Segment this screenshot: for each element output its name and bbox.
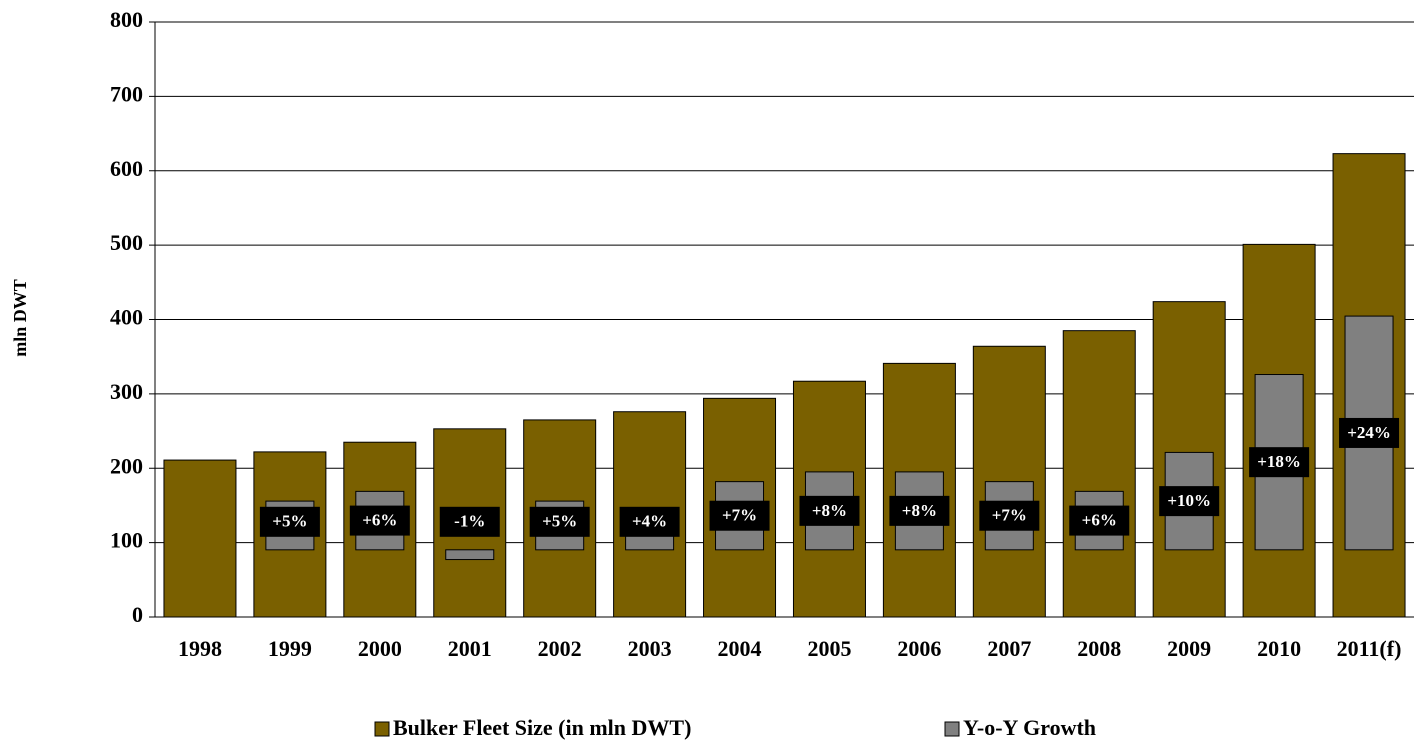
bar <box>1062 330 1136 618</box>
legend-label: Y-o-Y Growth <box>963 715 1096 740</box>
legend-swatch <box>944 721 960 737</box>
y-tick-label: 800 <box>110 7 143 32</box>
x-tick-label: 2002 <box>538 636 582 661</box>
value-label: +18% <box>1257 452 1301 471</box>
value-label: +8% <box>902 501 937 520</box>
y-tick-label: 500 <box>110 230 143 255</box>
x-tick-label: 2006 <box>897 636 941 661</box>
value-label-bg <box>349 505 410 536</box>
value-label-bg <box>1159 486 1220 517</box>
value-label: +6% <box>1082 510 1117 529</box>
y-tick-label: 100 <box>110 528 143 553</box>
value-label-bg <box>1069 505 1130 536</box>
x-tick-label: 2008 <box>1077 636 1121 661</box>
value-label: +8% <box>812 501 847 520</box>
x-tick-label: 2010 <box>1257 636 1301 661</box>
value-label: +24% <box>1347 423 1391 442</box>
y-tick-label: 300 <box>110 379 143 404</box>
value-label: -1% <box>454 512 485 531</box>
y-tick-label: 400 <box>110 305 143 330</box>
bar <box>163 459 237 618</box>
x-tick-label: 2009 <box>1167 636 1211 661</box>
y-tick-label: 700 <box>110 81 143 106</box>
value-label-bg <box>529 506 590 537</box>
y-tick-label: 200 <box>110 453 143 478</box>
value-label-bg <box>1249 447 1310 478</box>
x-tick-label: 2005 <box>807 636 851 661</box>
x-tick-label: 2011(f) <box>1337 636 1402 661</box>
value-label: +7% <box>722 506 757 525</box>
x-tick-label: 2007 <box>987 636 1031 661</box>
value-label: +5% <box>542 512 577 531</box>
value-label: +7% <box>992 506 1027 525</box>
growth-bar <box>445 549 495 561</box>
y-tick-label: 0 <box>132 602 143 627</box>
x-tick-label: 1998 <box>178 636 222 661</box>
value-label-bg <box>889 495 950 526</box>
legend-label: Bulker Fleet Size (in mln DWT) <box>393 715 691 740</box>
value-label-bg <box>709 500 770 531</box>
value-label-bg <box>619 506 680 537</box>
value-label-bg <box>799 495 860 526</box>
value-label: +6% <box>362 510 397 529</box>
value-label: +5% <box>272 512 307 531</box>
value-label-bg <box>1339 417 1400 448</box>
legend-swatch <box>374 721 390 737</box>
x-tick-label: 2000 <box>358 636 402 661</box>
value-label-bg <box>979 500 1040 531</box>
x-tick-label: 2001 <box>448 636 492 661</box>
value-label-bg <box>439 506 500 537</box>
x-tick-label: 2003 <box>628 636 672 661</box>
x-tick-label: 1999 <box>268 636 312 661</box>
y-tick-label: 600 <box>110 156 143 181</box>
value-label-bg <box>259 506 320 537</box>
y-axis-label: mln DWT <box>10 279 30 357</box>
value-label: +10% <box>1167 491 1211 510</box>
x-tick-label: 2004 <box>718 636 762 661</box>
value-label: +4% <box>632 512 667 531</box>
